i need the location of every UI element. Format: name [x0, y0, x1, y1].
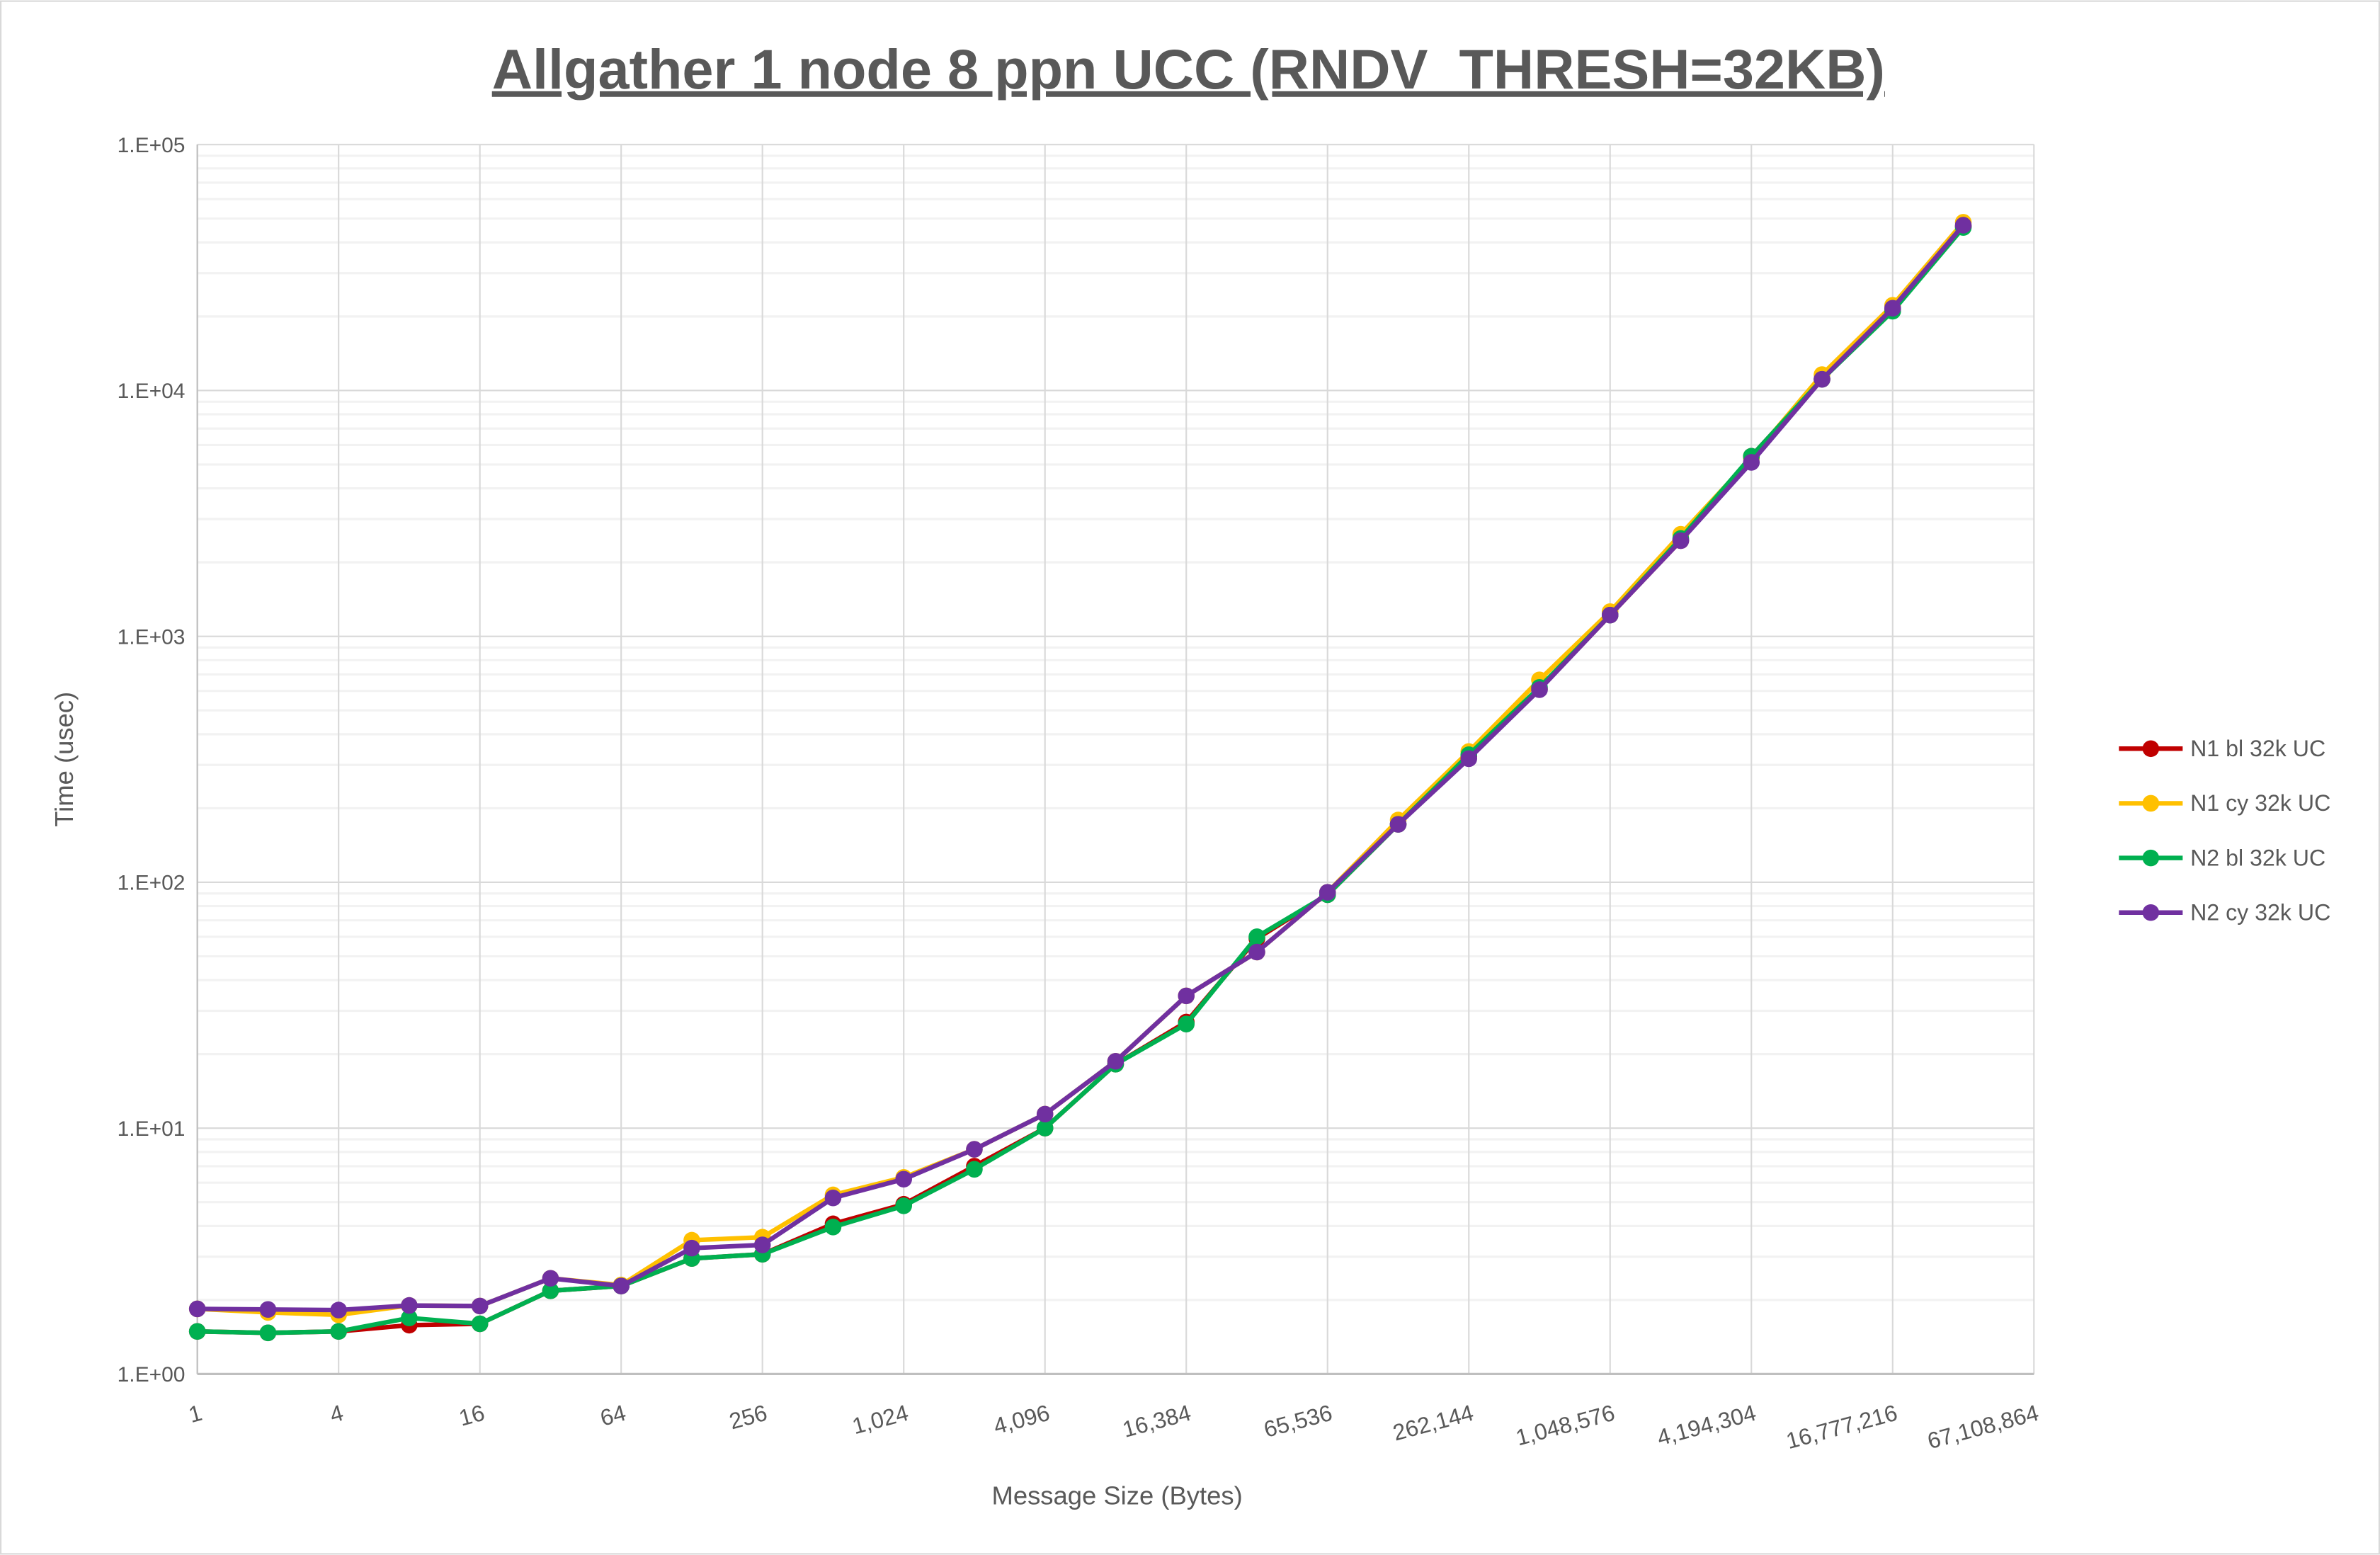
- data-point: [824, 1219, 842, 1236]
- legend-entry: N1 cy 32k UC: [2119, 790, 2330, 816]
- data-point: [471, 1297, 489, 1315]
- y-tick-label: 1.E+00: [118, 1363, 186, 1386]
- data-point: [259, 1301, 277, 1318]
- chart-title: Allgather 1 node 8 ppn UCC (RNDV_THRESH=…: [492, 38, 1885, 101]
- data-point: [1107, 1052, 1124, 1070]
- legend-entry: N2 bl 32k UC: [2119, 845, 2325, 870]
- data-point: [401, 1297, 418, 1314]
- legend-entry: N1 bl 32k UC: [2119, 736, 2325, 761]
- x-tick-label: 16: [456, 1400, 487, 1431]
- y-axis-ticks: 1.E+00 1.E+01 1.E+02 1.E+03 1.E+04 1.E+05: [118, 134, 186, 1386]
- data-point: [895, 1170, 912, 1188]
- series-line: [197, 223, 1965, 1313]
- data-point: [966, 1141, 983, 1158]
- data-point: [188, 1300, 206, 1318]
- data-point: [1248, 943, 1265, 961]
- data-point: [613, 1277, 630, 1294]
- data-point: [1672, 532, 1690, 549]
- y-tick-label: 1.E+01: [118, 1117, 186, 1141]
- data-point: [683, 1239, 700, 1257]
- data-point: [330, 1301, 347, 1318]
- data-point: [542, 1270, 559, 1287]
- data-point: [1601, 606, 1619, 624]
- data-point: [1954, 217, 1972, 234]
- gridlines: [196, 144, 2035, 1376]
- data-point: [1248, 928, 1265, 945]
- data-point: [401, 1309, 418, 1327]
- x-tick-label: 64: [598, 1400, 629, 1431]
- x-axis-label: Message Size (Bytes): [991, 1481, 1242, 1510]
- legend-label: N1 bl 32k UC: [2190, 736, 2325, 761]
- data-point: [753, 1236, 771, 1253]
- data-point: [966, 1161, 983, 1178]
- legend-label: N2 bl 32k UC: [2190, 845, 2325, 870]
- legend: N1 bl 32k UC N1 cy 32k UC N2 bl 32k UC N2 c…: [2119, 736, 2330, 925]
- data-point: [1814, 370, 1830, 388]
- legend-swatch-marker: [2142, 904, 2160, 921]
- data-point: [1036, 1105, 1054, 1123]
- data-point: [1460, 750, 1478, 768]
- y-axis-label: Time (usec): [50, 692, 79, 827]
- data-point: [895, 1197, 912, 1214]
- legend-swatch-marker: [2142, 794, 2160, 812]
- data-point: [1884, 300, 1901, 317]
- series-n2-cy-32k-uc: [188, 217, 1972, 1318]
- y-tick-label: 1.E+05: [118, 134, 186, 157]
- data-point: [1743, 454, 1760, 471]
- legend-label: N2 cy 32k UC: [2190, 899, 2330, 925]
- data-point: [824, 1189, 842, 1207]
- data-point: [188, 1323, 206, 1340]
- y-tick-label: 1.E+02: [118, 872, 186, 895]
- data-point: [471, 1315, 489, 1333]
- data-point: [1531, 681, 1548, 698]
- data-point: [1178, 1015, 1195, 1032]
- legend-swatch-marker: [2142, 740, 2160, 758]
- data-point: [1178, 987, 1195, 1005]
- data-point: [1036, 1120, 1054, 1137]
- legend-entry: N2 cy 32k UC: [2119, 899, 2330, 925]
- data-point: [259, 1324, 277, 1342]
- y-tick-label: 1.E+03: [118, 625, 186, 649]
- data-point: [542, 1282, 559, 1299]
- data-point: [330, 1323, 347, 1340]
- legend-label: N1 cy 32k UC: [2190, 790, 2330, 816]
- series-lines: [188, 214, 1972, 1342]
- y-tick-label: 1.E+04: [118, 380, 186, 403]
- legend-swatch-marker: [2142, 849, 2160, 867]
- data-point: [1319, 884, 1336, 901]
- data-point: [1389, 816, 1407, 833]
